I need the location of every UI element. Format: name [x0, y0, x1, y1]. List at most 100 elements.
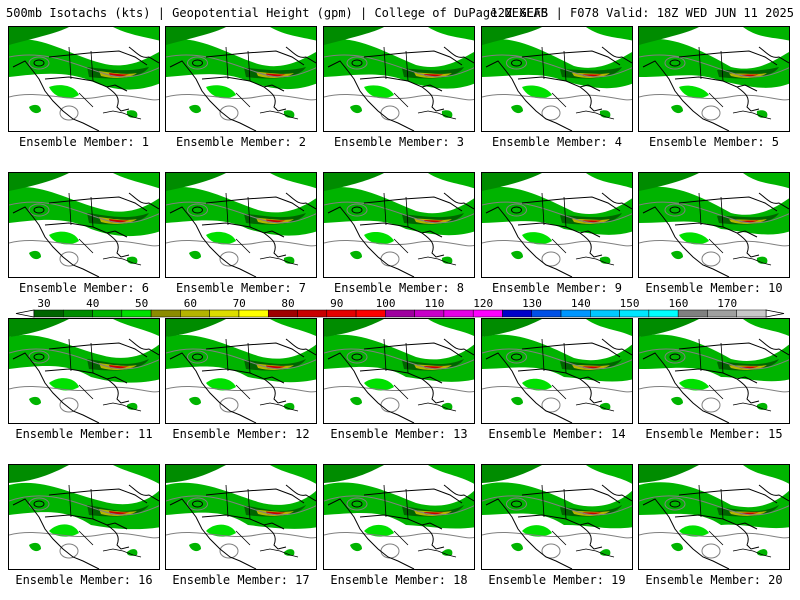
ensemble-member-label: Ensemble Member: 6 — [18, 281, 150, 295]
isotach-map — [166, 465, 316, 569]
colorbar-segment — [502, 309, 533, 318]
ensemble-member-label: Ensemble Member: 2 — [175, 135, 307, 149]
colorbar-segment — [209, 309, 240, 318]
ensemble-member-label: Ensemble Member: 9 — [491, 281, 623, 295]
colorbar-segment — [33, 309, 64, 318]
ensemble-member-label: Ensemble Member: 5 — [648, 135, 780, 149]
colorbar-segment — [619, 309, 650, 318]
colorbar-segment — [238, 309, 269, 318]
colorbar-tick-label: 50 — [135, 297, 148, 310]
colorbar-segment — [414, 309, 445, 318]
ensemble-member-label: Ensemble Member: 18 — [330, 573, 468, 587]
isotach-map — [482, 173, 632, 277]
ensemble-member-label: Ensemble Member: 8 — [333, 281, 465, 295]
ensemble-member-label: Ensemble Member: 4 — [491, 135, 623, 149]
colorbar: 30 40 50 60 70 80 90 100 110 120 130 140 150 160 170 — [15, 297, 785, 318]
colorbar-segment — [531, 309, 562, 318]
ensemble-member-label: Ensemble Member: 11 — [15, 427, 153, 441]
isotach-map — [639, 319, 789, 423]
colorbar-segment — [297, 309, 328, 318]
isotach-map — [9, 27, 159, 131]
colorbar-tick-label: 30 — [37, 297, 50, 310]
ensemble-map-panel — [323, 26, 475, 132]
ensemble-map-panel — [8, 318, 160, 424]
colorbar-segment — [63, 309, 93, 318]
colorbar-segment — [385, 309, 415, 318]
isotach-map — [324, 173, 474, 277]
colorbar-segment — [472, 309, 503, 318]
colorbar-segment — [560, 309, 591, 318]
colorbar-segment — [707, 309, 737, 318]
ensemble-member-label: Ensemble Member: 1 — [18, 135, 150, 149]
ensemble-member-label: Ensemble Member: 7 — [175, 281, 307, 295]
ensemble-map-panel — [165, 464, 317, 570]
isotach-map — [324, 27, 474, 131]
isotach-map — [9, 319, 159, 423]
ensemble-map-panel — [323, 172, 475, 278]
ensemble-member-label: Ensemble Member: 12 — [172, 427, 310, 441]
colorbar-right-arrow — [765, 309, 785, 318]
isotach-map — [639, 465, 789, 569]
colorbar-tick-label: 130 — [522, 297, 542, 310]
colorbar-tick-label: 40 — [86, 297, 99, 310]
isotach-map — [9, 465, 159, 569]
ensemble-map-panel — [638, 318, 790, 424]
map-title: 500mb Isotachs (kts) | Geopotential Heig… — [6, 6, 548, 20]
ensemble-member-label: Ensemble Member: 20 — [645, 573, 783, 587]
isotach-map — [482, 465, 632, 569]
isotach-map — [482, 319, 632, 423]
colorbar-segment — [92, 309, 123, 318]
colorbar-tick-label: 60 — [184, 297, 197, 310]
colorbar-segment — [590, 309, 620, 318]
ensemble-map-panel — [323, 464, 475, 570]
ensemble-map-panel — [638, 172, 790, 278]
colorbar-left-arrow — [15, 309, 35, 318]
ensemble-map-panel — [8, 172, 160, 278]
colorbar-segment — [443, 309, 474, 318]
ensemble-map-panel — [638, 464, 790, 570]
colorbar-segment — [121, 309, 152, 318]
colorbar-segment — [180, 309, 210, 318]
ensemble-map-panel — [323, 318, 475, 424]
colorbar-tick-label: 100 — [376, 297, 396, 310]
ensemble-map-panel — [165, 318, 317, 424]
ensemble-map-panel — [481, 26, 633, 132]
ensemble-map-panel — [481, 464, 633, 570]
colorbar-segment — [736, 309, 767, 318]
isotach-map — [639, 173, 789, 277]
colorbar-segment — [150, 309, 181, 318]
ensemble-map-panel — [481, 318, 633, 424]
ensemble-member-label: Ensemble Member: 10 — [645, 281, 783, 295]
ensemble-member-label: Ensemble Member: 19 — [488, 573, 626, 587]
colorbar-segment — [267, 309, 298, 318]
colorbar-segment — [648, 309, 679, 318]
isotach-map — [9, 173, 159, 277]
ensemble-map-panel — [165, 172, 317, 278]
colorbar-tick-label: 110 — [424, 297, 444, 310]
colorbar-tick-label: 80 — [281, 297, 294, 310]
ensemble-map-panel — [638, 26, 790, 132]
ensemble-map-panel — [8, 26, 160, 132]
isotach-map — [166, 27, 316, 131]
colorbar-segment — [355, 309, 386, 318]
ensemble-member-label: Ensemble Member: 16 — [15, 573, 153, 587]
ensemble-map-panel — [8, 464, 160, 570]
isotach-map — [482, 27, 632, 131]
ensemble-member-label: Ensemble Member: 14 — [488, 427, 626, 441]
ensemble-member-label: Ensemble Member: 17 — [172, 573, 310, 587]
colorbar-segment — [326, 309, 357, 318]
isotach-map — [166, 319, 316, 423]
isotach-map — [166, 173, 316, 277]
colorbar-tick-label: 70 — [233, 297, 246, 310]
isotach-map — [324, 319, 474, 423]
colorbar-segment — [677, 309, 708, 318]
ensemble-member-label: Ensemble Member: 3 — [333, 135, 465, 149]
colorbar-tick-label: 120 — [473, 297, 493, 310]
colorbar-tick-label: 150 — [620, 297, 640, 310]
ensemble-member-label: Ensemble Member: 13 — [330, 427, 468, 441]
colorbar-tick-label: 160 — [668, 297, 688, 310]
valid-time: 12Z GEFS | F078 Valid: 18Z WED JUN 11 20… — [490, 6, 794, 20]
isotach-map — [324, 465, 474, 569]
colorbar-tick-label: 170 — [717, 297, 737, 310]
colorbar-tick-label: 140 — [571, 297, 591, 310]
